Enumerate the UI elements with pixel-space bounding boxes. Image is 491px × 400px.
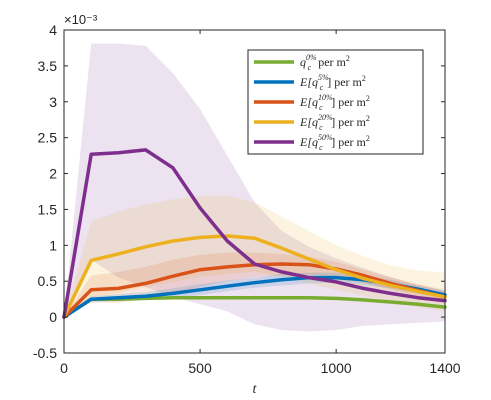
series-line-20pct <box>62 234 447 319</box>
band-50pct <box>64 43 445 332</box>
legend-entry: E[q5% c] per m2 <box>299 73 366 92</box>
legend-entry: E[q10% c] per m2 <box>299 93 370 112</box>
y-tick-label: 2.5 <box>38 130 58 146</box>
legend-entry: q0% c per m2 <box>300 53 350 72</box>
y-tick-label: -0.5 <box>33 345 57 361</box>
y-tick-label: 4 <box>49 22 57 38</box>
y-tick-label: 3 <box>49 94 57 110</box>
x-tick-label: 1000 <box>321 360 352 376</box>
series-lines <box>62 148 447 319</box>
y-tick-label: 1.5 <box>38 201 58 217</box>
y-tick-label: 1 <box>49 237 57 253</box>
y-tick-label: 0 <box>49 309 57 325</box>
x-axis-label: t <box>253 382 258 397</box>
x-tick-label: 0 <box>60 360 68 376</box>
band-10pct <box>64 252 445 318</box>
axis-ticks: 0 500 1000 1400-0.500.511.522.533.54 <box>33 22 461 376</box>
axes-box <box>63 29 446 354</box>
y-tick-label: 2 <box>49 166 57 182</box>
y-tick-label: 0.5 <box>38 273 58 289</box>
x-tick-label: 500 <box>188 360 212 376</box>
x-tick-label: 1400 <box>429 360 460 376</box>
legend-entry: E[q20% c] per m2 <box>299 113 370 132</box>
y-tick-label: 3.5 <box>38 58 58 74</box>
legend-entry: E[q50% c] per m2 <box>299 133 370 152</box>
legend: q0% c per m2E[q5% c] per m2E[q10% c] per m2… <box>247 49 424 155</box>
y-scale-label: ×10⁻³ <box>64 12 98 27</box>
series-line-50pct <box>62 148 447 319</box>
